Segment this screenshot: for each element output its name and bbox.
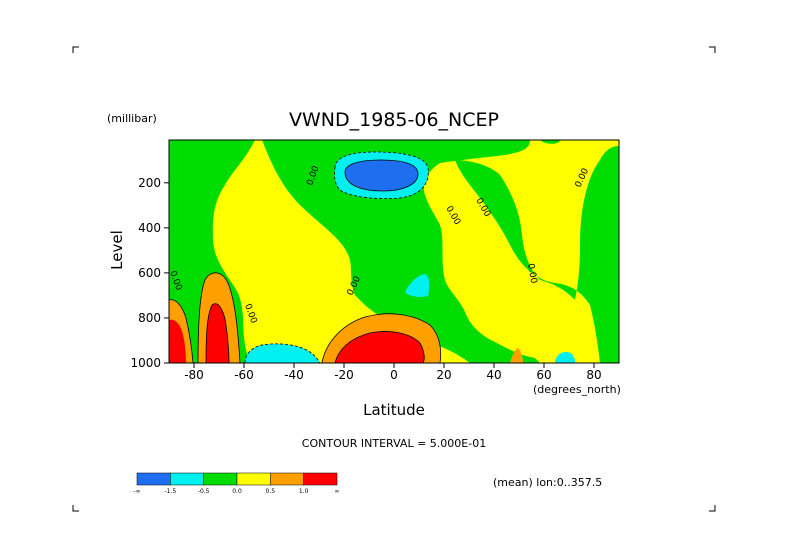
legend-swatch [136,472,171,486]
legend-level-label: 0.0 [232,488,242,495]
x-axis-label: Latitude [363,401,425,419]
plot-area: 0.00 0.00 0.00 0.00 0.00 0.00 0.00 0.00 [169,140,619,363]
x-unit-label: (degrees_north) [533,383,621,396]
footer-mean-text: (mean) lon:0..357.5 [493,476,602,489]
legend-swatch [203,472,238,486]
legend-swatch [236,472,271,486]
x-tick-label: 80 [586,368,601,382]
orange-region-east [510,348,523,363]
red-region-south-b [206,303,229,363]
color-legend: -∞ -1.5 -0.5 0.0 0.5 1.0 ∞ [133,472,340,495]
y-axis-label: Level [108,230,126,270]
legend-level-label: 0.5 [266,488,276,495]
y-unit-label: (millibar) [107,112,157,125]
green-region-east [455,146,619,363]
chart-title: VWND_1985-06_NCEP [289,109,499,131]
legend-swatch [303,472,338,486]
corner-marks [72,46,716,512]
red-region-south-a [169,319,186,363]
cyan-region-lower-right [555,352,575,363]
legend-level-label: 1.0 [299,488,309,495]
x-tick-label: 20 [436,368,451,382]
legend-level-label: -0.5 [198,488,210,495]
x-tick-label: -60 [234,368,254,382]
x-tick-label: 0 [390,368,398,382]
x-tick-label: -80 [184,368,204,382]
y-tick-label: 200 [138,176,161,190]
cyan-region-lower-left [245,343,320,363]
y-tick-label: 1000 [130,356,161,370]
blue-core [345,160,418,191]
y-tick-label: 400 [138,221,161,235]
x-tick-label: 40 [486,368,501,382]
red-region-equatorial [335,331,425,363]
legend-swatch [170,472,204,486]
x-tick-label: -20 [334,368,354,382]
x-tick-label: 60 [536,368,551,382]
legend-level-label: -1.5 [164,488,176,495]
contour-lines [169,151,442,363]
x-axis: -80 -60 -40 -20 0 20 40 60 80 [184,363,602,382]
legend-swatch [270,472,304,486]
y-tick-label: 600 [138,266,161,280]
contour-label: 0.00 [525,263,538,285]
contour-interval-text: CONTOUR INTERVAL = 5.000E-01 [302,437,486,450]
cyan-region-mid [405,274,430,297]
legend-level-label: ∞ [335,488,340,495]
x-tick-label: -40 [284,368,304,382]
legend-level-label: -∞ [133,488,140,495]
y-axis: 200 400 600 800 1000 [130,176,169,370]
y-tick-label: 800 [138,311,161,325]
